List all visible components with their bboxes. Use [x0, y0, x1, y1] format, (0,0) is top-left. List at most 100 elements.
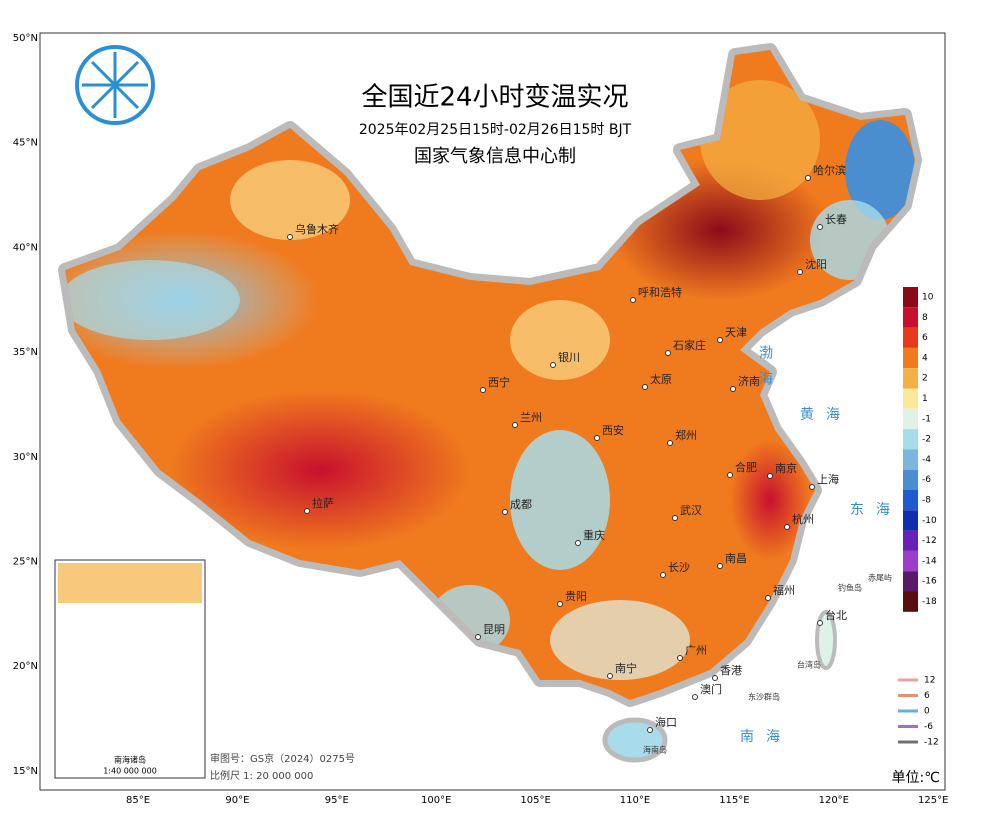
sea-label: 黄海 — [800, 406, 852, 423]
lon-label: 115°E — [719, 795, 749, 806]
city-dot — [809, 484, 815, 490]
city-label: 哈尔滨 — [813, 163, 846, 177]
city-dot — [594, 435, 600, 441]
legend-swatch — [903, 469, 918, 490]
city-dot — [475, 634, 481, 640]
city-label: 沈阳 — [805, 257, 827, 271]
city-label: 长沙 — [668, 561, 690, 574]
legend-label: -16 — [922, 577, 937, 587]
city-dot — [512, 422, 518, 428]
city-label: 呼和浩特 — [638, 285, 682, 299]
city-dot — [817, 224, 823, 230]
city-label: 郑州 — [675, 428, 697, 442]
taiwan — [815, 610, 837, 670]
city-dot — [672, 515, 678, 521]
city-label: 石家庄 — [673, 338, 706, 352]
island-label: 赤尾屿 — [868, 574, 892, 583]
city-label: 贵阳 — [565, 590, 587, 603]
city-label: 南昌 — [725, 552, 747, 565]
inset-land — [58, 563, 202, 603]
city-dot — [817, 620, 823, 626]
city-label: 海口 — [655, 715, 677, 729]
legend-swatch — [903, 408, 918, 430]
producer: 国家气象信息中心制 — [414, 146, 576, 167]
lat-label: 15°N — [13, 766, 38, 777]
scale: 比例尺 1: 20 000 000 — [210, 769, 313, 782]
sea-label: 渤海 — [757, 345, 773, 397]
legend-label: 4 — [922, 353, 928, 363]
legend-label: -18 — [922, 597, 937, 607]
city-label: 太原 — [650, 373, 672, 386]
legend-label: 8 — [922, 313, 928, 323]
city-label: 拉萨 — [312, 496, 334, 510]
title: 全国近24小时变温实况 — [361, 83, 628, 113]
legend-swatch — [903, 347, 918, 369]
island-label: 台湾岛 — [797, 660, 821, 670]
city-dot — [727, 472, 733, 478]
city-label: 兰州 — [520, 411, 542, 424]
city-label: 台北 — [825, 608, 847, 622]
city-label: 广州 — [685, 644, 707, 657]
lat-label: 25°N — [13, 557, 38, 568]
city-dot — [797, 269, 803, 275]
lon-label: 120°E — [819, 795, 849, 806]
city-label: 西宁 — [488, 375, 510, 389]
island-label: 钓鱼岛 — [838, 583, 862, 593]
isoline-label: -6 — [924, 722, 933, 732]
city-dot — [667, 440, 673, 446]
lon-label: 95°E — [325, 795, 349, 806]
sea-label: 东海 — [850, 502, 902, 518]
city-dot — [575, 540, 581, 546]
legend-label: -10 — [922, 516, 937, 526]
legend-label: 2 — [922, 374, 928, 384]
city-dot — [630, 297, 636, 303]
approval: 审图号：GS京（2024）0275号 — [210, 752, 355, 765]
city-label: 银川 — [558, 350, 580, 364]
logo — [75, 45, 155, 125]
city-dot — [730, 386, 736, 392]
city-dot — [660, 572, 666, 578]
city-dot — [665, 350, 671, 356]
legend-swatch — [903, 530, 918, 551]
city-dot — [480, 387, 486, 393]
legend-label: -1 — [922, 414, 931, 424]
legend-label: 1 — [922, 394, 928, 404]
legend-label: -12 — [922, 536, 937, 546]
city-dot — [647, 727, 653, 733]
city-dot — [805, 175, 811, 181]
lon-label: 100°E — [421, 795, 451, 806]
city-label: 南宁 — [615, 661, 637, 675]
city-dot — [304, 508, 310, 514]
legend-label: -14 — [922, 556, 937, 566]
legend-swatch — [903, 368, 918, 389]
lon-label: 125°E — [918, 795, 948, 806]
city-dot — [784, 524, 790, 530]
legend-swatch — [903, 550, 918, 572]
legend-swatch — [903, 429, 918, 450]
legend-label: 6 — [922, 333, 928, 343]
city-dot — [607, 673, 613, 679]
city-dot — [287, 234, 293, 240]
city-dot — [717, 337, 723, 343]
subtitle: 2025年02月25日15时-02月26日15时 BJT — [359, 122, 632, 138]
unit: 单位:℃ — [892, 770, 940, 786]
city-dot — [677, 655, 683, 661]
isoline-label: 0 — [924, 707, 930, 717]
city-label: 成都 — [510, 498, 532, 511]
city-label: 武汉 — [680, 504, 702, 517]
lat-label: 35°N — [13, 347, 38, 358]
city-dot — [642, 384, 648, 390]
city-dot — [502, 509, 508, 515]
legend-swatch — [903, 490, 918, 511]
isoline-label: -12 — [924, 738, 939, 748]
city-label: 乌鲁木齐 — [295, 222, 339, 236]
city-label: 杭州 — [792, 512, 814, 526]
legend-label: 10 — [922, 293, 934, 303]
island-label: 海南岛 — [643, 745, 667, 755]
city-dot — [712, 675, 718, 681]
city-label: 福州 — [773, 583, 795, 597]
city-label: 西安 — [602, 423, 624, 437]
isoline-label: 6 — [924, 691, 930, 701]
